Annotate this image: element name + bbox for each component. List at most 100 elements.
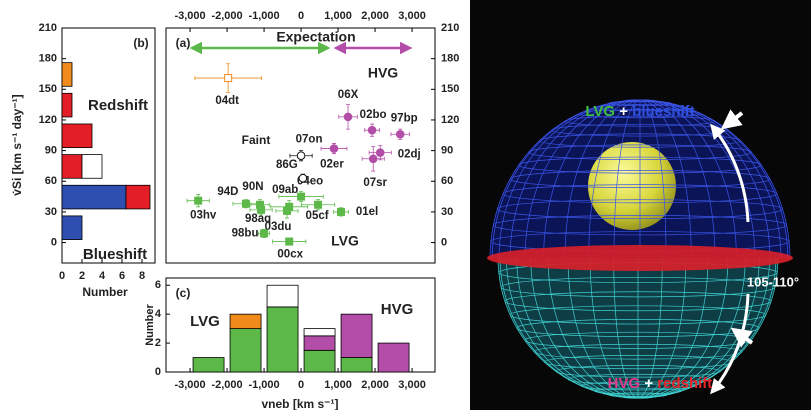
point bbox=[298, 173, 308, 183]
y-tick-label: 0 bbox=[51, 236, 57, 248]
point bbox=[343, 112, 353, 122]
parallel bbox=[492, 215, 788, 236]
x-tick-label: 2 bbox=[79, 270, 85, 282]
bar bbox=[303, 335, 336, 351]
bar bbox=[61, 154, 83, 179]
x-tick-label: 3,000 bbox=[398, 379, 426, 391]
y-tick-label: 6 bbox=[155, 279, 161, 291]
parallel bbox=[594, 387, 682, 395]
point bbox=[296, 151, 306, 161]
x-tick-label: -2,000 bbox=[211, 10, 242, 22]
plot-frame bbox=[165, 277, 436, 373]
point bbox=[329, 144, 339, 153]
point bbox=[314, 200, 323, 209]
y-tick-label: 0 bbox=[441, 236, 447, 248]
panel-label: (c) bbox=[176, 286, 191, 300]
point bbox=[285, 237, 294, 246]
point bbox=[260, 229, 269, 238]
x-tick-label: 2,000 bbox=[361, 379, 389, 391]
point bbox=[367, 125, 377, 135]
wireframe bbox=[489, 99, 791, 399]
y-tick-label: 150 bbox=[39, 83, 57, 95]
caption-part: + bbox=[644, 375, 653, 392]
top-caption: LVG + blueshift bbox=[585, 103, 694, 120]
point bbox=[368, 154, 378, 164]
bar bbox=[340, 357, 373, 373]
y-tick-label: 210 bbox=[441, 22, 459, 34]
x-tick-label: -3,000 bbox=[174, 10, 205, 22]
y-tick-label: 180 bbox=[39, 53, 57, 65]
x-tick-label: 3,000 bbox=[398, 10, 426, 22]
y-tick-label: 150 bbox=[441, 83, 459, 95]
point-label: 04dt bbox=[215, 95, 239, 107]
x-tick-label: -1,000 bbox=[248, 10, 279, 22]
x-tick-label: -3,000 bbox=[174, 379, 205, 391]
point bbox=[224, 74, 233, 83]
point-label: 07sr bbox=[363, 177, 387, 189]
bar bbox=[192, 357, 225, 373]
y-tick-label: 4 bbox=[155, 308, 162, 320]
parallel bbox=[578, 109, 702, 119]
bar bbox=[61, 123, 93, 149]
caption-part: HVG bbox=[608, 375, 641, 392]
bar bbox=[61, 92, 73, 118]
bar bbox=[266, 306, 299, 373]
annotation: Redshift bbox=[88, 97, 148, 114]
point bbox=[337, 207, 346, 216]
point-label: 03du bbox=[265, 221, 292, 233]
point-label: 05cf bbox=[306, 210, 329, 222]
plot-frame bbox=[165, 27, 436, 264]
y-tick-label: 0 bbox=[155, 366, 161, 378]
x-tick-label: 2,000 bbox=[361, 10, 389, 22]
point bbox=[297, 192, 306, 201]
point bbox=[257, 205, 266, 214]
illustration: LVG + blueshift HVG + redshift 105-110° bbox=[470, 0, 811, 410]
angle-label: 105-110° bbox=[747, 274, 799, 289]
panel-label: (a) bbox=[176, 36, 191, 50]
y-axis-label: v̇Si [km s⁻¹ day⁻¹] bbox=[10, 94, 24, 195]
arrow bbox=[730, 327, 754, 348]
parallel bbox=[623, 395, 653, 399]
parallel bbox=[533, 343, 743, 360]
bar bbox=[229, 313, 262, 330]
point bbox=[375, 148, 385, 157]
parallel bbox=[564, 115, 716, 127]
point bbox=[241, 199, 250, 208]
bottom-caption: HVG + redshift bbox=[608, 375, 713, 392]
y-tick-label: 60 bbox=[441, 175, 453, 187]
bar bbox=[377, 342, 410, 373]
parallel bbox=[623, 99, 657, 103]
x-tick-label: 6 bbox=[119, 270, 125, 282]
point-label: 02er bbox=[320, 159, 344, 171]
parallel bbox=[516, 318, 760, 338]
caption-part: + bbox=[619, 103, 628, 120]
point-label: 01el bbox=[356, 206, 378, 218]
point-label: 09ab bbox=[272, 184, 298, 196]
point-label: 02dj bbox=[398, 149, 421, 161]
x-tick-label: 1,000 bbox=[324, 379, 352, 391]
y-tick-label: 2 bbox=[155, 337, 161, 349]
point-label: 86G bbox=[276, 159, 298, 171]
y-tick-label: 30 bbox=[45, 206, 57, 218]
parallel bbox=[608, 101, 672, 106]
arrow bbox=[720, 109, 744, 130]
annotation: HVG bbox=[381, 301, 414, 318]
parallel bbox=[593, 104, 687, 112]
x-tick-label: -2,000 bbox=[211, 379, 242, 391]
x-tick-label: -1,000 bbox=[248, 379, 279, 391]
parallel bbox=[567, 373, 709, 385]
point-label: 90N bbox=[242, 181, 263, 193]
x-tick-label: 4 bbox=[99, 270, 106, 282]
point bbox=[395, 129, 405, 139]
bar bbox=[61, 215, 83, 240]
parallel bbox=[500, 276, 776, 298]
parallel bbox=[504, 291, 772, 312]
point-label: 06X bbox=[338, 89, 359, 101]
parallel bbox=[502, 184, 778, 204]
parallel bbox=[509, 305, 767, 325]
annotation: LVG bbox=[190, 313, 220, 330]
point-label: 02bo bbox=[360, 109, 387, 121]
y-tick-label: 120 bbox=[39, 114, 57, 126]
point-label: 98bu bbox=[232, 227, 259, 239]
